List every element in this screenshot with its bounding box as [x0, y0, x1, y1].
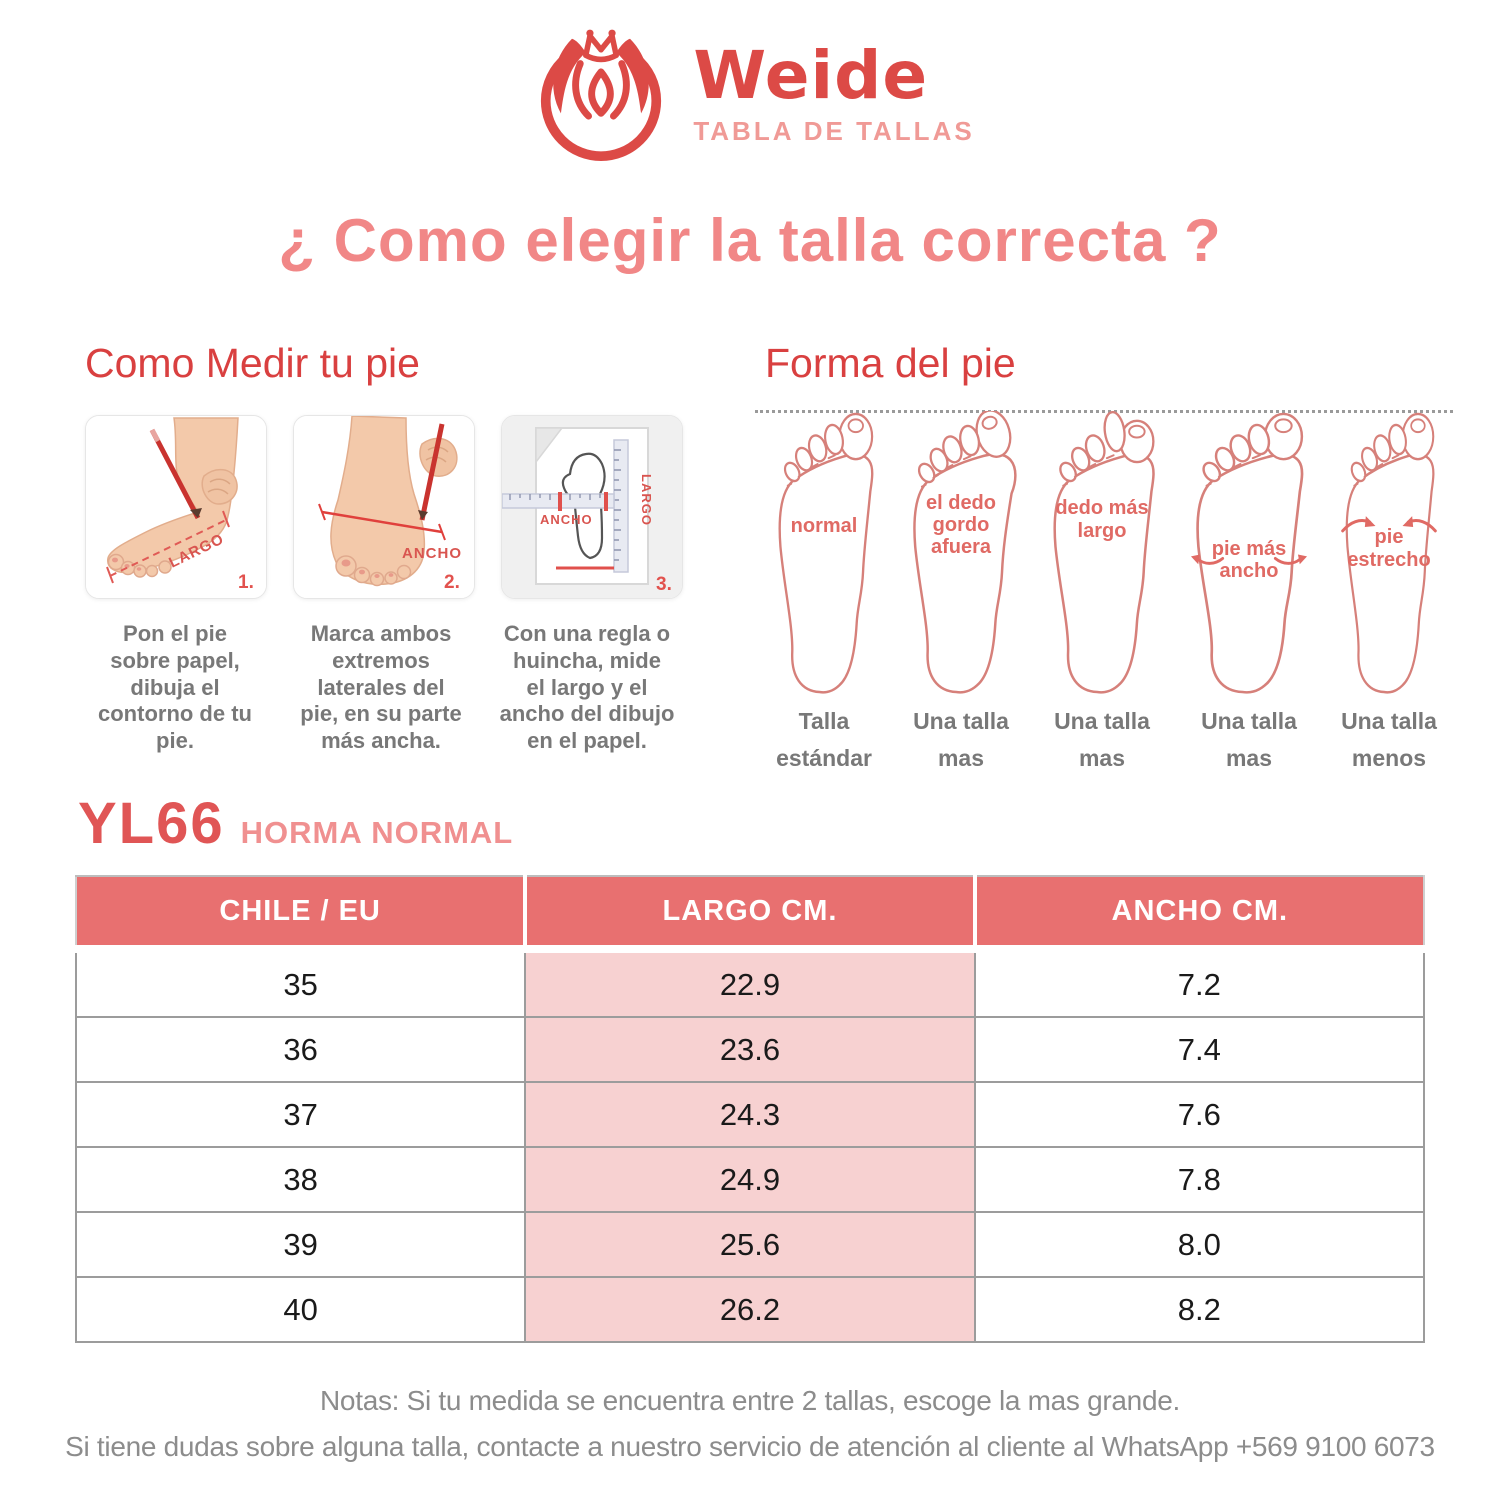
foot-figure-narrow: pie estrecho — [1333, 411, 1445, 699]
ancho-cell: 8.2 — [973, 1276, 1426, 1343]
largo-cell: 23.6 — [524, 1016, 976, 1083]
measure-captions-row: Pon el pie sobre papel, dibuja el contor… — [85, 621, 685, 755]
foot-outline-wide-icon — [1190, 412, 1308, 694]
table-header-row: CHILE / EU LARGO CM. ANCHO CM. — [74, 875, 1426, 953]
foot-caption: Una talla mas — [1054, 708, 1150, 771]
ancho-cell: 7.2 — [973, 949, 1426, 1018]
foot-label: el dedo gordo afuera — [925, 491, 996, 559]
size-cell: 35 — [74, 949, 527, 1018]
shape-heading: Forma del pie — [765, 340, 1016, 386]
size-cell: 38 — [74, 1146, 527, 1213]
ancho-label: ANCHO — [402, 545, 462, 562]
step-1-card: LARGO 1. — [85, 415, 267, 599]
measure-steps-row: LARGO 1. — [85, 415, 685, 599]
largo-cell: 24.3 — [524, 1081, 976, 1148]
column-header-ancho: ANCHO CM. — [972, 875, 1426, 953]
foot-figure-wide: pie más ancho — [1181, 411, 1317, 699]
foot-label: pie estrecho — [1347, 526, 1431, 571]
foot-caption: Una talla mas — [913, 708, 1009, 771]
foot-outline-narrow-icon — [1341, 412, 1437, 694]
ancho-cell: 7.8 — [973, 1146, 1426, 1213]
step-1-caption: Pon el pie sobre papel, dibuja el contor… — [98, 621, 252, 754]
foot-caption: Talla estándar — [776, 708, 872, 771]
notes: Notas: Si tu medida se encuentra entre 2… — [0, 1378, 1500, 1470]
toe-guide-dotted-line — [755, 410, 1453, 413]
step-2-number: 2. — [444, 572, 460, 593]
model-line: YL66 HORMA NORMAL — [78, 790, 513, 857]
weide-logo-icon — [541, 29, 662, 162]
feet-row: normal el dedo gordo afuera — [755, 409, 1453, 699]
table-row: 39 25.6 8.0 — [74, 1211, 1426, 1278]
step-2-card: ANCHO 2. — [293, 415, 475, 599]
ancho-cell: 7.4 — [973, 1016, 1426, 1083]
size-cell: 39 — [74, 1211, 527, 1278]
logo: Weide TABLA DE TALLAS — [0, 22, 1500, 166]
notes-line-1: Notas: Si tu medida se encuentra entre 2… — [320, 1385, 1180, 1416]
foot-figure-long-toe: dedo más largo — [1039, 410, 1165, 699]
measure-section: Como Medir tu pie — [85, 340, 685, 755]
model-code: YL66 — [78, 791, 225, 856]
largo-cell: 25.6 — [524, 1211, 976, 1278]
ancho-cell: 8.0 — [973, 1211, 1426, 1278]
column-header-chile-eu: CHILE / EU — [74, 875, 528, 953]
column-header-largo: LARGO CM. — [523, 875, 977, 953]
foot-figure-normal: normal — [765, 411, 883, 699]
table-row: 36 23.6 7.4 — [74, 1016, 1426, 1083]
foot-figure-big-toe-out: el dedo gordo afuera — [899, 409, 1023, 699]
step-2-caption: Marca ambos extremos laterales del pie, … — [300, 621, 462, 754]
model-fit: HORMA NORMAL — [240, 815, 514, 850]
largo-label: LARGO — [639, 474, 654, 526]
step-3-ruler-measure-illustration: ANCHO LARGO 3. — [502, 416, 682, 598]
step-1-number: 1. — [238, 572, 254, 593]
step-3-number: 3. — [656, 574, 672, 595]
largo-cell: 26.2 — [524, 1276, 976, 1343]
foot-outline-big-toe-out-icon — [913, 409, 1017, 694]
table-row: 40 26.2 8.2 — [74, 1276, 1426, 1343]
size-cell: 36 — [74, 1016, 527, 1083]
feet-captions-row: Talla estándar Una talla mas Una talla m… — [765, 703, 1445, 777]
size-cell: 40 — [74, 1276, 527, 1343]
foot-label: pie más ancho — [1211, 537, 1287, 583]
largo-cell: 22.9 — [524, 949, 976, 1018]
foot-label: normal — [790, 514, 858, 537]
foot-shape-section: Forma del pie normal — [755, 340, 1453, 777]
foot-caption: Una talla menos — [1341, 708, 1437, 771]
measure-heading: Como Medir tu pie — [85, 340, 420, 386]
table-row: 37 24.3 7.6 — [74, 1081, 1426, 1148]
ancho-cell: 7.6 — [973, 1081, 1426, 1148]
ancho-label: ANCHO — [540, 512, 593, 527]
page-title: ¿ Como elegir la talla correcta ? — [278, 207, 1222, 274]
foot-caption: Una talla mas — [1201, 708, 1297, 771]
notes-line-2: Si tiene dudas sobre alguna talla, conta… — [65, 1431, 1435, 1463]
table-row: 38 24.9 7.8 — [74, 1146, 1426, 1213]
brand-subtitle: TABLA DE TALLAS — [693, 116, 975, 147]
step-2-mark-width-illustration: ANCHO 2. — [294, 416, 474, 598]
size-table: CHILE / EU LARGO CM. ANCHO CM. 35 22.9 7… — [74, 875, 1426, 1343]
step-3-card: ANCHO LARGO 3. — [501, 415, 683, 599]
foot-outline-long-toe-icon — [1053, 410, 1155, 694]
largo-cell: 24.9 — [524, 1146, 976, 1213]
step-1-foot-trace-illustration: LARGO 1. — [86, 416, 266, 598]
foot-outline-normal-icon — [778, 412, 874, 694]
table-row: 35 22.9 7.2 — [74, 949, 1426, 1018]
foot-label: dedo más largo — [1055, 497, 1149, 542]
step-3-caption: Con una regla o huincha, mide el largo y… — [499, 621, 675, 754]
brand-name: Weide — [693, 36, 929, 114]
size-cell: 37 — [74, 1081, 527, 1148]
